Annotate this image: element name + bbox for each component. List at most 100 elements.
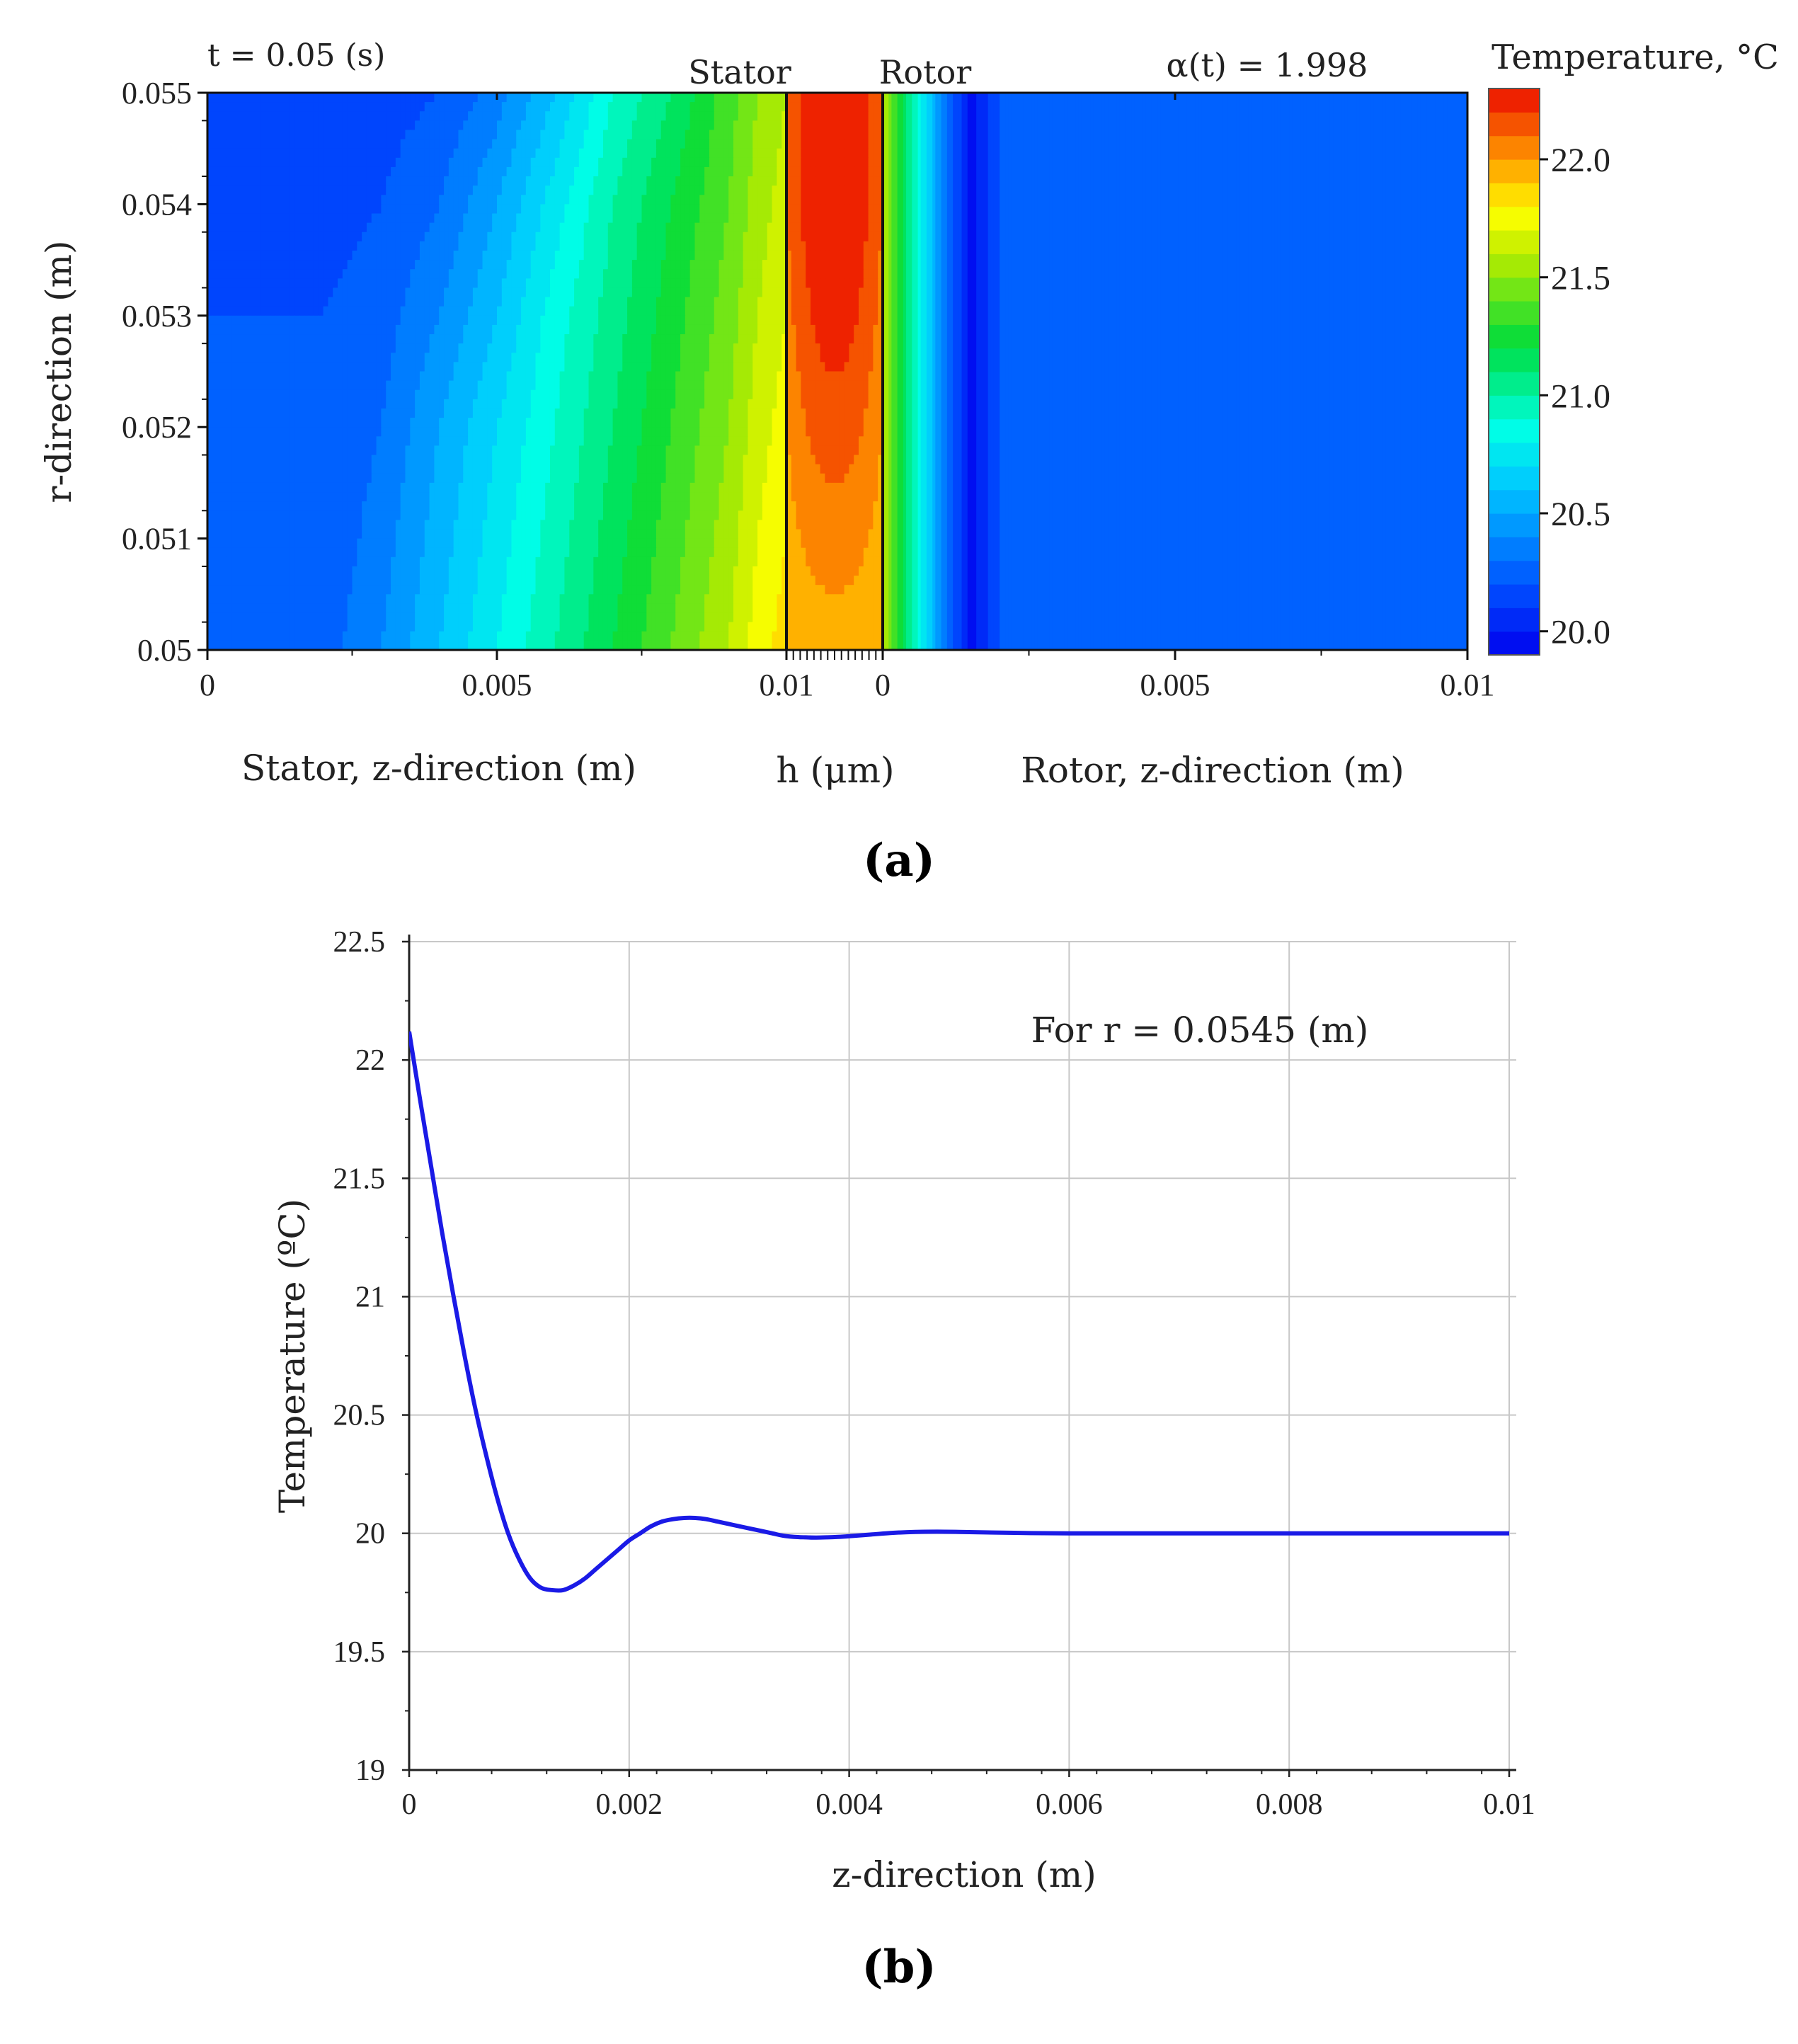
heatmap-cell bbox=[439, 306, 445, 316]
heatmap-cell bbox=[685, 362, 691, 372]
heatmap-cell bbox=[424, 250, 430, 261]
heatmap-cell bbox=[419, 399, 425, 409]
heatmap-cell bbox=[270, 102, 276, 112]
heatmap-cell bbox=[511, 418, 517, 428]
heatmap-cell bbox=[660, 371, 667, 382]
heatmap-cell bbox=[801, 166, 806, 177]
heatmap-cell bbox=[405, 241, 411, 251]
heatmap-cell bbox=[646, 260, 652, 270]
heatmap-cell bbox=[723, 324, 729, 335]
heatmap-cell bbox=[371, 269, 377, 279]
heatmap-cell bbox=[275, 334, 280, 344]
heatmap-cell bbox=[752, 111, 758, 121]
heatmap-cell bbox=[631, 139, 638, 149]
heatmap-cell bbox=[415, 241, 420, 251]
heatmap-cell bbox=[545, 93, 551, 103]
heatmap-cell bbox=[694, 260, 700, 270]
heatmap-cell bbox=[415, 353, 420, 362]
heatmap-cell bbox=[511, 148, 517, 159]
heatmap-cell bbox=[323, 399, 329, 409]
heatmap-cell bbox=[738, 185, 744, 195]
heatmap-cell bbox=[256, 334, 261, 344]
heatmap-cell bbox=[839, 111, 845, 121]
heatmap-cell bbox=[285, 102, 290, 112]
heatmap-cell bbox=[733, 287, 739, 298]
heatmap-cell bbox=[699, 166, 705, 177]
heatmap-cell bbox=[342, 334, 348, 344]
heatmap-cell bbox=[704, 278, 710, 289]
heatmap-cell bbox=[333, 371, 338, 382]
heatmap-cell bbox=[256, 222, 261, 233]
heatmap-cell bbox=[593, 157, 599, 168]
heatmap-cell bbox=[472, 380, 479, 391]
heatmap-cell bbox=[236, 260, 242, 270]
heatmap-cell bbox=[357, 222, 362, 233]
heatmap-cell bbox=[641, 324, 647, 335]
heatmap-cell bbox=[376, 130, 382, 140]
heatmap-cell bbox=[246, 241, 251, 251]
heatmap-cell bbox=[246, 195, 251, 205]
heatmap-cell bbox=[236, 287, 242, 298]
heatmap-cell bbox=[820, 241, 825, 251]
heatmap-cell bbox=[873, 362, 878, 372]
heatmap-cell bbox=[839, 232, 845, 242]
heatmap-cell bbox=[260, 241, 266, 251]
heatmap-cell bbox=[617, 166, 623, 177]
heatmap-cell bbox=[815, 139, 821, 149]
heatmap-cell bbox=[530, 418, 537, 428]
heatmap-cell bbox=[280, 306, 285, 316]
heatmap-cell bbox=[371, 278, 377, 289]
heatmap-cell bbox=[246, 324, 251, 335]
heatmap-cell bbox=[217, 185, 223, 195]
heatmap-cell bbox=[357, 306, 362, 316]
heatmap-cell bbox=[675, 324, 681, 335]
heatmap-cell bbox=[482, 213, 488, 224]
heatmap-cell bbox=[646, 185, 652, 195]
heatmap-cell bbox=[839, 213, 845, 224]
heatmap-cell bbox=[738, 222, 744, 233]
heatmap-cell bbox=[786, 399, 792, 409]
heatmap-cell bbox=[506, 371, 513, 382]
heatmap-cell bbox=[728, 232, 734, 242]
heatmap-cell bbox=[767, 287, 773, 298]
heatmap-cell bbox=[318, 250, 324, 261]
heatmap-cell bbox=[574, 157, 580, 168]
heatmap-cell bbox=[246, 418, 251, 428]
heatmap-cell bbox=[815, 250, 821, 261]
heatmap-cell bbox=[636, 195, 643, 205]
heatmap-cell bbox=[535, 148, 541, 159]
heatmap-cell bbox=[835, 408, 840, 418]
heatmap-cell bbox=[458, 389, 464, 400]
heatmap-cell bbox=[516, 232, 522, 242]
heatmap-cell bbox=[733, 93, 739, 103]
heatmap-cell bbox=[371, 362, 377, 372]
heatmap-cell bbox=[231, 241, 237, 251]
heatmap-cell bbox=[617, 287, 623, 298]
heatmap-cell bbox=[680, 241, 686, 251]
heatmap-cell bbox=[660, 287, 667, 298]
heatmap-cell bbox=[748, 139, 753, 149]
heatmap-cell bbox=[680, 260, 686, 270]
heatmap-cell bbox=[231, 185, 237, 195]
heatmap-cell bbox=[641, 353, 647, 362]
heatmap-cell bbox=[588, 353, 594, 362]
heatmap-cell bbox=[665, 297, 671, 307]
heatmap-cell bbox=[777, 176, 782, 186]
heatmap-cell bbox=[400, 213, 406, 224]
heatmap-cell bbox=[395, 222, 401, 233]
heatmap-cell bbox=[598, 241, 604, 251]
heatmap-cell bbox=[685, 130, 691, 140]
heatmap-cell bbox=[748, 185, 753, 195]
heatmap-cell bbox=[670, 269, 676, 279]
heatmap-cell bbox=[738, 306, 744, 316]
heatmap-cell bbox=[578, 260, 585, 270]
heatmap-cell bbox=[241, 111, 247, 121]
heatmap-cell bbox=[675, 250, 681, 261]
heatmap-cell bbox=[323, 278, 329, 289]
heatmap-cell bbox=[564, 250, 570, 261]
heatmap-cell bbox=[723, 343, 729, 353]
heatmap-cell bbox=[405, 148, 411, 159]
heatmap-cell bbox=[212, 130, 218, 140]
heatmap-cell bbox=[318, 222, 324, 233]
heatmap-cell bbox=[285, 334, 290, 344]
